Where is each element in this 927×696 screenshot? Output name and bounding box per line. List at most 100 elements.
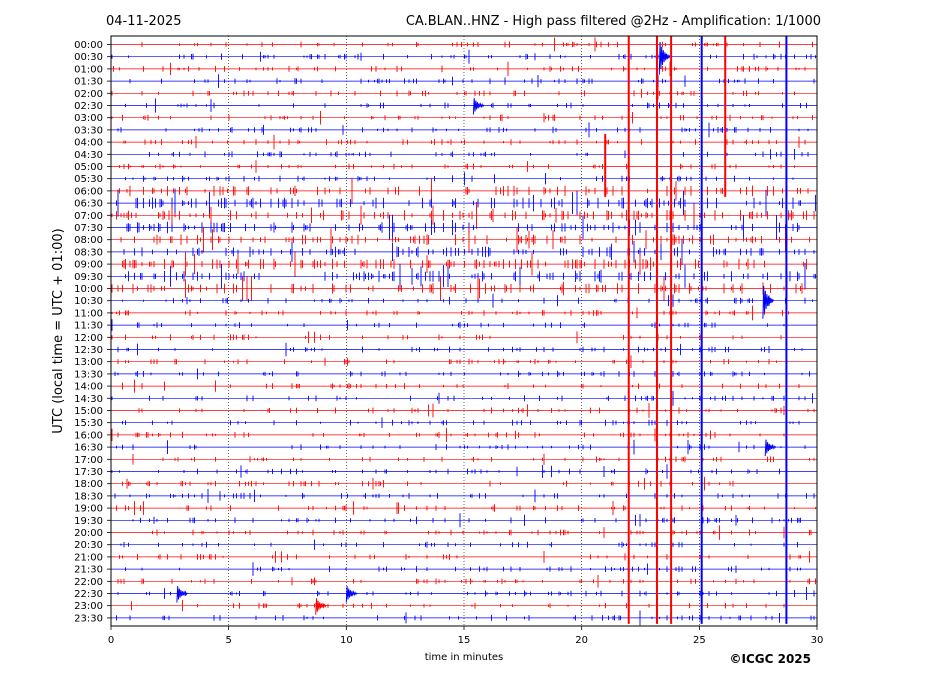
trace-noise: [123, 238, 815, 266]
trace-noise: [122, 417, 800, 428]
y-tick-label: 07:00: [74, 211, 103, 222]
trace-noise: [111, 305, 789, 321]
trace-noise: [132, 453, 815, 465]
trace-noise: [117, 122, 809, 138]
trace-noise: [116, 189, 816, 217]
y-tick-label: 09:00: [74, 260, 103, 271]
y-tick-label: 23:00: [74, 601, 103, 612]
trace-noise: [111, 319, 785, 331]
trace-noise: [132, 513, 801, 528]
y-tick-label: 17:00: [74, 455, 103, 466]
y-tick-label: 01:30: [74, 77, 103, 88]
trace-noise: [111, 427, 785, 442]
y-tick-label: 20:00: [74, 528, 103, 539]
trace-noise: [152, 525, 812, 540]
y-tick-label: 17:30: [74, 467, 103, 478]
trace-noise: [111, 110, 813, 125]
y-tick-label: 15:00: [74, 406, 103, 417]
trace-noise: [129, 74, 815, 88]
trace-noise: [122, 251, 807, 278]
y-tick-label: 09:30: [74, 272, 103, 283]
y-tick-label: 06:00: [74, 186, 103, 197]
trace-noise: [114, 368, 810, 380]
trace-lines: [111, 37, 817, 626]
event-waveform: [762, 285, 774, 319]
y-tick-label: 11:00: [74, 308, 103, 319]
trace-noise: [141, 37, 813, 52]
trace-noise: [117, 355, 788, 368]
y-tick-label: 13:00: [74, 357, 103, 368]
date-label: 04-11-2025: [106, 14, 182, 29]
y-axis-label: UTC (local time = UTC + 01:00): [51, 228, 66, 433]
trace-noise: [122, 476, 734, 491]
x-tick-label: 15: [458, 635, 471, 646]
trace-noise: [125, 172, 794, 186]
y-tick-label: 22:00: [74, 577, 103, 588]
y-tick-label: 11:30: [74, 321, 103, 332]
event-waveform: [472, 98, 485, 115]
vertical-event-lines: [604, 36, 788, 624]
x-tick-label: 10: [340, 635, 353, 646]
trace-noise: [113, 61, 806, 76]
y-tick-label: 08:30: [74, 247, 103, 258]
y-tick-label: 02:30: [74, 101, 103, 112]
trace-noise: [117, 575, 816, 588]
trace-noise: [111, 275, 803, 302]
copyright-label: ©ICGC 2025: [729, 652, 811, 666]
trace-noise: [119, 160, 795, 173]
y-tick-label: 06:30: [74, 199, 103, 210]
x-axis-ticks: 0 5 10 15 20 25 30: [108, 626, 824, 646]
trace-noise: [117, 342, 803, 357]
y-tick-label: 03:00: [74, 113, 103, 124]
trace-noise: [119, 551, 810, 563]
trace-noise: [122, 379, 800, 393]
trace-noise: [111, 87, 795, 100]
trace-noise: [123, 134, 806, 150]
y-tick-label: 19:00: [74, 504, 103, 515]
event-waveform: [345, 586, 358, 603]
x-tick-label: 30: [811, 635, 824, 646]
notable-events: [176, 41, 777, 615]
y-tick-label: 13:30: [74, 369, 103, 380]
trace-noise: [114, 488, 815, 503]
y-tick-label: 22:30: [74, 589, 103, 600]
y-tick-label: 12:30: [74, 345, 103, 356]
x-tick-label: 0: [108, 635, 114, 646]
trace-noise: [125, 98, 807, 113]
y-tick-label: 00:30: [74, 52, 103, 63]
y-tick-label: 08:00: [74, 235, 103, 246]
x-tick-label: 25: [693, 635, 706, 646]
y-tick-label: 05:30: [74, 174, 103, 185]
y-tick-label: 07:30: [74, 223, 103, 234]
trace-noise: [120, 539, 798, 550]
y-tick-label: 01:00: [74, 64, 103, 75]
event-waveform: [176, 586, 188, 603]
y-tick-label: 12:00: [74, 333, 103, 344]
trace-noise: [111, 201, 815, 229]
y-tick-label: 00:00: [74, 40, 103, 51]
event-waveform: [658, 41, 671, 75]
y-tick-label: 21:00: [74, 552, 103, 563]
trace-noise: [111, 464, 780, 479]
grid-lines: [228, 36, 700, 626]
y-tick-label: 02:00: [74, 89, 103, 100]
y-tick-label: 14:30: [74, 394, 103, 405]
y-tick-label: 16:00: [74, 430, 103, 441]
trace-noise: [122, 293, 813, 308]
y-tick-label: 14:00: [74, 382, 103, 393]
y-tick-label: 21:30: [74, 565, 103, 576]
chart-title: CA.BLAN..HNZ - High pass filtered @2Hz -…: [406, 14, 821, 29]
trace-noise: [111, 390, 813, 406]
x-tick-label: 20: [575, 635, 588, 646]
y-tick-label: 18:00: [74, 479, 103, 490]
y-tick-label: 03:30: [74, 125, 103, 136]
y-tick-label: 10:30: [74, 296, 103, 307]
event-waveform: [764, 439, 777, 457]
trace-noise: [125, 263, 816, 290]
trace-noise: [116, 439, 806, 455]
y-tick-label: 23:30: [74, 613, 103, 624]
y-tick-label: 10:00: [74, 284, 103, 295]
y-tick-label: 15:30: [74, 418, 103, 429]
y-tick-label: 19:30: [74, 516, 103, 527]
